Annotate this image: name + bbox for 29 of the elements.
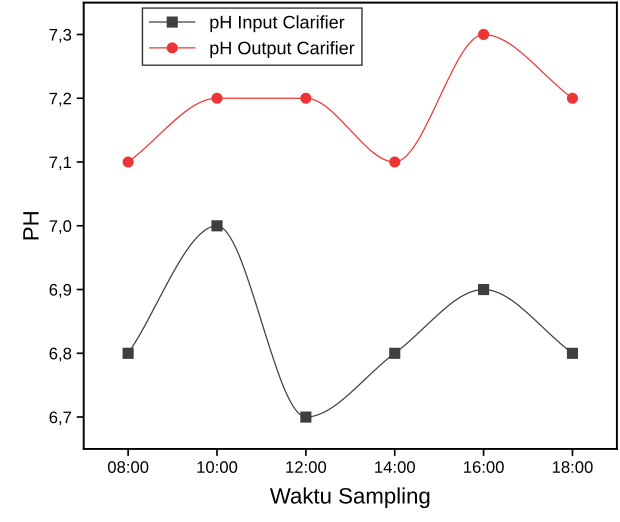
point	[122, 348, 134, 359]
point	[300, 92, 312, 104]
x-tick-label: 08:00	[108, 461, 148, 473]
y-tick-label: 6,8	[50, 348, 72, 362]
x-tick-label: 10:00	[197, 461, 238, 473]
y-tick-label: 7,1	[50, 156, 72, 170]
legend-label: pH Output Carifier	[210, 41, 354, 58]
point	[566, 348, 578, 359]
legend-label: pH Input Clarifier	[210, 15, 344, 32]
point	[122, 156, 134, 168]
x-tick-label: 14:00	[375, 461, 415, 473]
x-axis-title: Waktu Sampling	[270, 487, 430, 508]
point	[211, 220, 223, 232]
y-tick-label: 6,7	[50, 411, 72, 426]
y-tick-label: 7,3	[50, 28, 72, 43]
y-axis-title: PH	[23, 212, 39, 240]
x-tick-label: 18:00	[552, 461, 593, 473]
point	[389, 348, 400, 359]
point	[211, 92, 223, 104]
x-tick-label: 16:00	[464, 461, 504, 473]
point	[478, 28, 490, 40]
x-tick-label: 12:00	[286, 461, 326, 473]
y-tick-label: 7,0	[50, 220, 72, 234]
point	[478, 284, 490, 296]
y-tick-label: 6,9	[50, 284, 72, 298]
point	[566, 92, 578, 104]
point	[389, 156, 400, 168]
point	[300, 411, 312, 423]
y-tick-label: 7,2	[50, 92, 72, 106]
